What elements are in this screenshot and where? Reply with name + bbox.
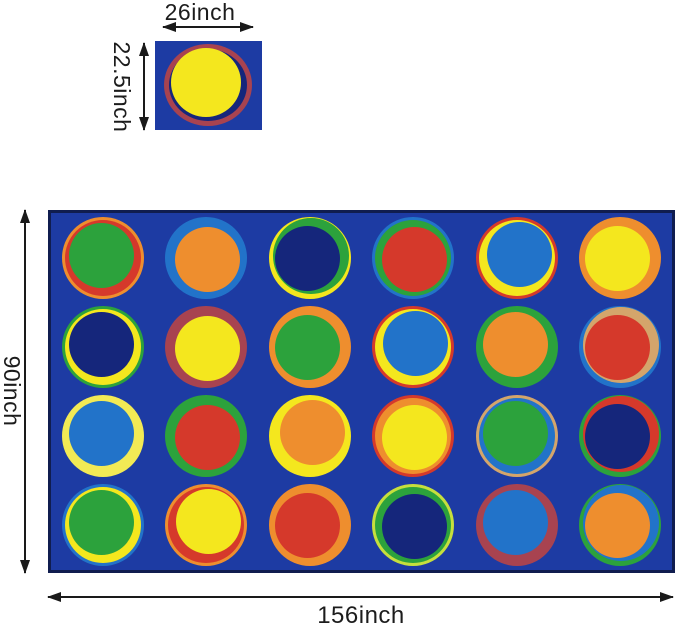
rug-circle-fill bbox=[382, 494, 448, 560]
rug-circle-fill bbox=[175, 226, 241, 292]
rug-circle bbox=[579, 484, 662, 567]
rug-circle-fill bbox=[482, 311, 548, 377]
rug-cell bbox=[51, 481, 155, 570]
rug-cell bbox=[258, 481, 362, 570]
rug-circle-fill bbox=[382, 405, 448, 471]
rug-circle-fill bbox=[68, 222, 134, 288]
rug-cell bbox=[155, 213, 259, 302]
rug-width-arrow bbox=[48, 596, 673, 598]
rug-cell bbox=[258, 213, 362, 302]
rug-cell bbox=[258, 302, 362, 391]
swatch-height-label: 22.5inch bbox=[109, 41, 135, 133]
rug-circle-fill bbox=[585, 225, 651, 291]
rug-circle-fill bbox=[585, 493, 651, 559]
rug-circle-fill bbox=[383, 310, 449, 376]
rug-circle bbox=[475, 216, 558, 299]
rug-circle-fill bbox=[274, 225, 340, 291]
rug-circle-fill bbox=[274, 493, 340, 559]
rug-circle bbox=[579, 395, 662, 478]
rug-cell bbox=[51, 392, 155, 481]
rug-cell bbox=[569, 392, 673, 481]
rug-cell bbox=[569, 213, 673, 302]
rug-circle bbox=[61, 305, 144, 388]
rug-cell bbox=[362, 392, 466, 481]
rug-cell bbox=[465, 213, 569, 302]
rug-cell bbox=[155, 481, 259, 570]
rug-circle-fill bbox=[68, 401, 134, 467]
rug-width-label: 156inch bbox=[317, 602, 405, 629]
rug-circle bbox=[268, 305, 351, 388]
rug-circle bbox=[372, 484, 455, 567]
rug-cell bbox=[51, 213, 155, 302]
rug-circle-fill bbox=[176, 489, 242, 555]
rug-cell bbox=[465, 392, 569, 481]
rug-height-label: 90inch bbox=[0, 355, 25, 427]
swatch-width-arrow bbox=[163, 26, 253, 28]
rug-circle-fill bbox=[486, 221, 552, 287]
rug-circle bbox=[475, 484, 558, 567]
rug-circle bbox=[579, 305, 662, 388]
rug-cell bbox=[569, 481, 673, 570]
rug-circle-fill bbox=[175, 315, 241, 381]
rug-circle-fill bbox=[68, 311, 134, 377]
rug-circle bbox=[165, 395, 248, 478]
rug-circle-fill bbox=[279, 400, 345, 466]
rug-circle bbox=[165, 216, 248, 299]
rug-circle bbox=[268, 395, 351, 478]
rug-circle bbox=[61, 216, 144, 299]
rug bbox=[48, 210, 675, 573]
rug-circle bbox=[475, 395, 558, 478]
swatch-circle bbox=[171, 48, 241, 117]
rug-circle-fill bbox=[482, 401, 548, 467]
swatch bbox=[155, 41, 262, 130]
rug-circle-fill bbox=[585, 404, 651, 470]
rug-cell bbox=[362, 481, 466, 570]
rug-circle-fill bbox=[585, 314, 651, 380]
rug-circle bbox=[475, 305, 558, 388]
rug-cell bbox=[569, 302, 673, 391]
rug-cell bbox=[155, 392, 259, 481]
rug-cell bbox=[465, 481, 569, 570]
swatch-height-arrow bbox=[143, 43, 145, 130]
rug-circle bbox=[268, 484, 351, 567]
rug-cell bbox=[362, 302, 466, 391]
rug-circle-fill bbox=[482, 490, 548, 556]
rug-cell bbox=[258, 392, 362, 481]
rug-circle bbox=[372, 305, 455, 388]
rug-circle bbox=[372, 216, 455, 299]
rug-cell bbox=[51, 302, 155, 391]
rug-circle-fill bbox=[68, 490, 134, 556]
rug-circle bbox=[372, 395, 455, 478]
rug-cell bbox=[155, 302, 259, 391]
rug-circle bbox=[61, 484, 144, 567]
rug-cell bbox=[465, 302, 569, 391]
rug-circle-fill bbox=[382, 226, 448, 292]
rug-circle bbox=[61, 395, 144, 478]
rug-circle bbox=[165, 484, 248, 567]
rug-circle-fill bbox=[175, 405, 241, 471]
swatch-width-label: 26inch bbox=[164, 0, 236, 25]
rug-circle bbox=[579, 216, 662, 299]
rug-circle-fill bbox=[274, 314, 340, 380]
rug-circle bbox=[268, 216, 351, 299]
rug-height-arrow bbox=[24, 210, 26, 573]
rug-circle bbox=[165, 305, 248, 388]
rug-cell bbox=[362, 213, 466, 302]
